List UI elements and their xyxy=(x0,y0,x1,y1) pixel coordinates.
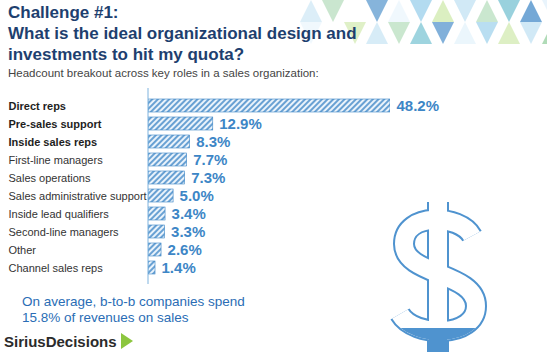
svg-text:Other: Other xyxy=(9,244,37,256)
svg-text:8.3%: 8.3% xyxy=(196,133,230,150)
svg-text:Inside sales reps: Inside sales reps xyxy=(9,136,98,148)
svg-text:2.6%: 2.6% xyxy=(168,241,202,258)
svg-text:3.4%: 3.4% xyxy=(172,205,206,222)
html-text:SiriusDecisions: SiriusDecisions xyxy=(4,332,117,350)
svg-text:3.3%: 3.3% xyxy=(171,223,205,240)
html-text:On average, b-to-b companies s: On average, b-to-b companies spend xyxy=(22,294,245,309)
svg-text:Sales administrative support: Sales administrative support xyxy=(9,190,147,202)
html-text:What is the ideal organization: What is the ideal organizational design … xyxy=(8,24,357,64)
svg-text:7.7%: 7.7% xyxy=(193,151,227,168)
svg-text:Inside lead qualifiers: Inside lead qualifiers xyxy=(9,208,110,220)
svg-text:Pre-sales support: Pre-sales support xyxy=(9,118,102,130)
svg-text:Sales operations: Sales operations xyxy=(9,172,91,184)
svg-text:Direct reps: Direct reps xyxy=(9,100,66,112)
html-text:Challenge #1:: Challenge #1: xyxy=(8,3,119,22)
svg-text:First-line managers: First-line managers xyxy=(9,154,104,166)
html-text:15.8% of revenues on sales: 15.8% of revenues on sales xyxy=(22,310,189,325)
svg-text:Channel sales reps: Channel sales reps xyxy=(9,262,104,274)
svg-text:48.2%: 48.2% xyxy=(397,97,440,114)
svg-text:12.9%: 12.9% xyxy=(219,115,262,132)
html-text:Headcount breakout across key: Headcount breakout across key roles in a… xyxy=(8,67,319,79)
svg-text:7.3%: 7.3% xyxy=(191,169,225,186)
svg-text:1.4%: 1.4% xyxy=(162,259,196,276)
svg-text:5.0%: 5.0% xyxy=(180,187,214,204)
svg-text:Second-line managers: Second-line managers xyxy=(9,226,120,238)
